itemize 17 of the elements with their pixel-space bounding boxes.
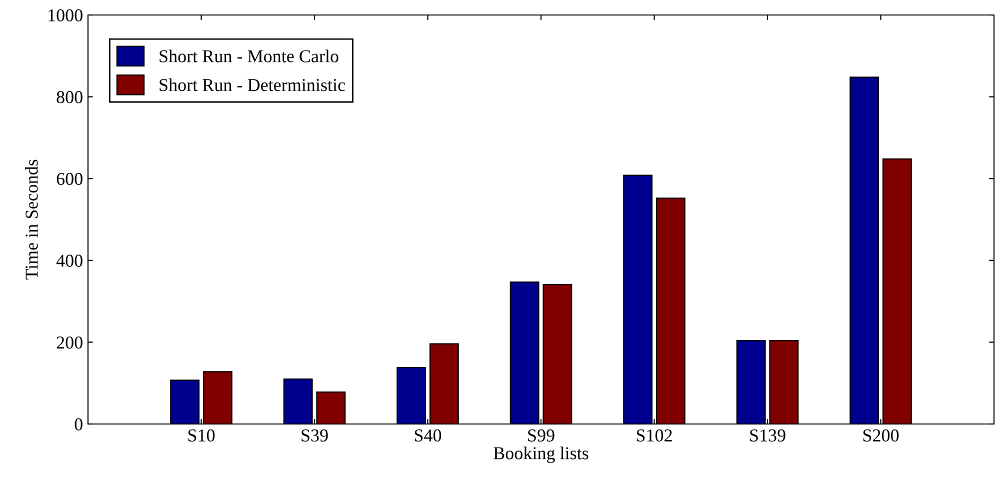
x-tick-label: S102	[636, 429, 672, 442]
x-axis-title: Booking lists	[494, 446, 588, 464]
y-axis-title: Time in Seconds	[25, 160, 38, 280]
y-tick-label: 400	[56, 254, 82, 267]
y-tick-label: 600	[56, 172, 82, 186]
y-tick-label: 200	[56, 336, 82, 349]
y-tick-label: 1000	[48, 9, 82, 22]
legend-label: Short Run - Monte Carlo	[160, 50, 338, 62]
legend-label: Short Run - Deterministic	[160, 78, 345, 92]
x-tick-label: S40	[414, 429, 442, 442]
x-tick-label: S139	[750, 429, 786, 442]
x-tick-label: S10	[188, 429, 215, 442]
y-tick-label: 0	[74, 418, 82, 430]
x-tick-label: S99	[528, 429, 554, 442]
y-tick-label: 800	[56, 91, 82, 104]
x-tick-label: S39	[302, 429, 328, 442]
x-tick-label: S200	[863, 429, 899, 442]
